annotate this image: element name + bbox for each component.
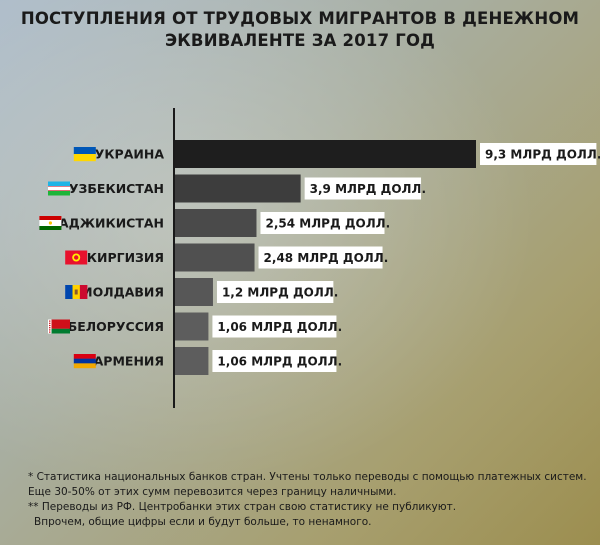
value-label-5: 1,2 МЛРД ДОЛЛ.	[222, 286, 338, 300]
armenia-flag-icon	[73, 354, 96, 369]
footnote-3: ** Переводы из РФ. Центробанки этих стра…	[28, 501, 457, 513]
value-label-7: 1,06 МЛРД ДОЛЛ.	[217, 355, 342, 369]
bar-1	[174, 140, 476, 168]
value-label-2: 3,9 МЛРД ДОЛЛ.	[310, 182, 426, 196]
footnote-4: Впрочем, общие цифры если и будут больше…	[34, 516, 372, 528]
value-label-box-3	[260, 212, 385, 234]
country-label-6: БЕЛОРУССИЯ	[68, 319, 164, 334]
country-label-7: АРМЕНИЯ	[94, 354, 164, 369]
value-label-3: 2,54 МЛРД ДОЛЛ.	[265, 217, 390, 231]
value-label-4: 2,48 МЛРД ДОЛЛ.	[264, 251, 389, 265]
title-line-1: ПОСТУПЛЕНИЯ ОТ ТРУДОВЫХ МИГРАНТОВ В ДЕНЕ…	[20, 9, 580, 28]
value-label-6: 1,06 МЛРД ДОЛЛ.	[217, 320, 342, 334]
value-label-box-5	[216, 281, 334, 303]
bar-4	[174, 243, 255, 272]
footnote-1: * Статистика национальных банков стран. …	[28, 471, 587, 483]
country-label-1: УКРАИНА	[95, 147, 165, 162]
tajikistan-flag-icon	[39, 216, 62, 230]
value-label-box-1	[480, 143, 597, 165]
chart-title: ПОСТУПЛЕНИЯ ОТ ТРУДОВЫХ МИГРАНТОВ В ДЕНЕ…	[20, 8, 580, 52]
bar-7	[174, 347, 209, 375]
belarus-flag-icon	[48, 319, 70, 334]
value-label-1: 9,3 МЛРД ДОЛЛ.	[485, 148, 600, 162]
bar-5	[174, 278, 213, 306]
footnotes: * Статистика национальных банков стран. …	[28, 470, 592, 530]
ukraine-flag-icon	[73, 147, 96, 162]
country-label-4: КИРГИЗИЯ	[87, 250, 164, 265]
moldova-flag-icon	[65, 285, 88, 299]
country-label-3: ТАДЖИКИСТАН	[50, 216, 164, 231]
bar-6	[174, 312, 209, 341]
uzbekistan-flag-icon	[48, 181, 70, 196]
kyrgyzstan-flag-icon	[65, 250, 88, 265]
footnote-2: Еще 30-50% от этих сумм перевозится чере…	[28, 486, 397, 498]
bar-3	[174, 209, 257, 237]
title-line-2: ЭКВИВАЛЕНТЕ ЗА 2017 ГОД	[164, 31, 436, 50]
value-label-box-2	[304, 177, 422, 200]
value-label-box-7	[212, 350, 337, 372]
country-label-2: УЗБЕКИСТАН	[69, 181, 164, 196]
bar-2	[174, 174, 301, 203]
country-label-5: МОЛДАВИЯ	[80, 285, 164, 300]
value-label-box-4	[258, 246, 383, 269]
value-label-box-6	[212, 315, 337, 338]
